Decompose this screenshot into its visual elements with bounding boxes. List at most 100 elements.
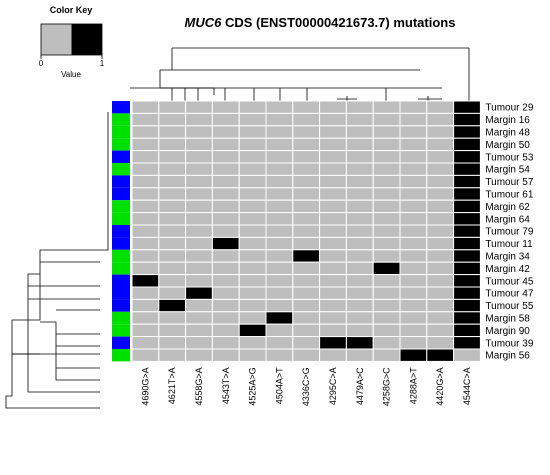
heatmap-cell — [158, 249, 187, 263]
heatmap-cell — [158, 112, 187, 127]
heatmap-cell — [211, 298, 240, 313]
heatmap-cell — [185, 125, 213, 139]
heatmap-cell — [211, 311, 240, 325]
heatmap-cell — [158, 174, 187, 189]
heatmap-cell — [292, 125, 321, 139]
heatmap-cell — [372, 162, 401, 176]
heatmap-cell — [292, 224, 321, 238]
heatmap-cell — [185, 187, 213, 201]
heatmap-cell — [131, 298, 160, 313]
heatmap-cell — [211, 125, 240, 139]
heatmap-cell — [399, 236, 428, 251]
heatmap-cell — [292, 298, 321, 313]
heatmap-cell — [292, 199, 321, 214]
heatmap-cell — [372, 150, 401, 164]
heatmap-cell — [131, 174, 160, 189]
heatmap-cell — [319, 261, 347, 276]
heatmap-cell — [238, 274, 267, 288]
heatmap-cell — [265, 100, 294, 114]
heatmap-cell — [265, 261, 294, 276]
heatmap-cell — [426, 236, 455, 251]
group-bar-segment — [112, 287, 130, 300]
heatmap-cell — [453, 162, 481, 176]
heatmap-cell — [453, 311, 481, 325]
heatmap-cell — [372, 187, 401, 201]
heatmap-cell — [319, 174, 347, 189]
heatmap-cell — [238, 249, 267, 263]
heatmap-cell — [426, 311, 455, 325]
group-bar-segment — [112, 324, 130, 337]
row-label: Tumour 39 — [485, 338, 533, 349]
heatmap-cell — [265, 150, 294, 164]
heatmap-cell — [131, 112, 160, 127]
heatmap-cell — [345, 224, 374, 238]
heatmap-cell — [292, 236, 321, 251]
heatmap-cell — [185, 323, 213, 338]
heatmap-cell — [399, 323, 428, 338]
row-label: Tumour 45 — [485, 276, 533, 287]
heatmap-cell — [453, 261, 481, 276]
group-bar-segment — [112, 113, 130, 126]
heatmap-cell — [345, 199, 374, 214]
heatmap-cell — [265, 323, 294, 338]
heatmap-cell — [238, 199, 267, 214]
heatmap-cell — [238, 236, 267, 251]
heatmap-cell — [238, 174, 267, 189]
heatmap-cell — [372, 112, 401, 127]
group-bar-segment — [112, 262, 130, 275]
heatmap-cell — [426, 249, 455, 263]
group-bar-segment — [112, 150, 130, 163]
row-label: Margin 48 — [485, 128, 530, 139]
heatmap-cell — [345, 212, 374, 226]
heatmap-cell — [185, 298, 213, 313]
heatmap-cell — [131, 100, 160, 114]
heatmap-cell — [453, 112, 481, 127]
heatmap-cell — [238, 348, 267, 362]
heatmap-cell — [265, 112, 294, 127]
heatmap-cell — [265, 286, 294, 300]
heatmap-cell — [345, 286, 374, 300]
heatmap-cell — [158, 100, 187, 114]
heatmap-cell — [211, 212, 240, 226]
heatmap-cell — [131, 311, 160, 325]
heatmap-cell — [372, 125, 401, 139]
heatmap-cell — [399, 224, 428, 238]
column-label: 4544C>A — [462, 367, 472, 405]
heatmap-cell — [399, 125, 428, 139]
row-dendrogram — [5, 112, 109, 409]
heatmap-cell — [292, 348, 321, 362]
column-label: 4258G>C — [382, 367, 392, 406]
heatmap-cell — [158, 336, 187, 350]
heatmap-cell — [238, 137, 267, 152]
heatmap-cell — [265, 137, 294, 152]
heatmap-cell — [185, 100, 213, 114]
heatmap-cell — [185, 261, 213, 276]
heatmap-cell — [453, 150, 481, 164]
heatmap-cell — [265, 224, 294, 238]
heatmap-cell — [292, 311, 321, 325]
column-label: 4525A>G — [248, 367, 258, 405]
heatmap-cell — [345, 323, 374, 338]
heatmap-cell — [131, 274, 160, 288]
heatmap-cell — [372, 261, 401, 276]
heatmap-cell — [453, 286, 481, 300]
heatmap-cell — [158, 224, 187, 238]
heatmap-cell — [185, 162, 213, 176]
heatmap-cell — [265, 249, 294, 263]
heatmap-cell — [131, 336, 160, 350]
heatmap-cell — [399, 162, 428, 176]
heatmap-cell — [158, 348, 187, 362]
heatmap-cell — [345, 150, 374, 164]
heatmap-cell — [345, 261, 374, 276]
group-bar-segment — [112, 138, 130, 151]
heatmap-cell — [238, 224, 267, 238]
heatmap-cell — [292, 162, 321, 176]
row-label: Margin 64 — [485, 214, 530, 225]
heatmap-cell — [292, 286, 321, 300]
heatmap-cell — [211, 249, 240, 263]
row-label: Margin 50 — [485, 140, 530, 151]
heatmap-cell — [158, 236, 187, 251]
row-label: Tumour 47 — [485, 289, 533, 300]
heatmap-cell — [319, 298, 347, 313]
heatmap-cell — [185, 311, 213, 325]
